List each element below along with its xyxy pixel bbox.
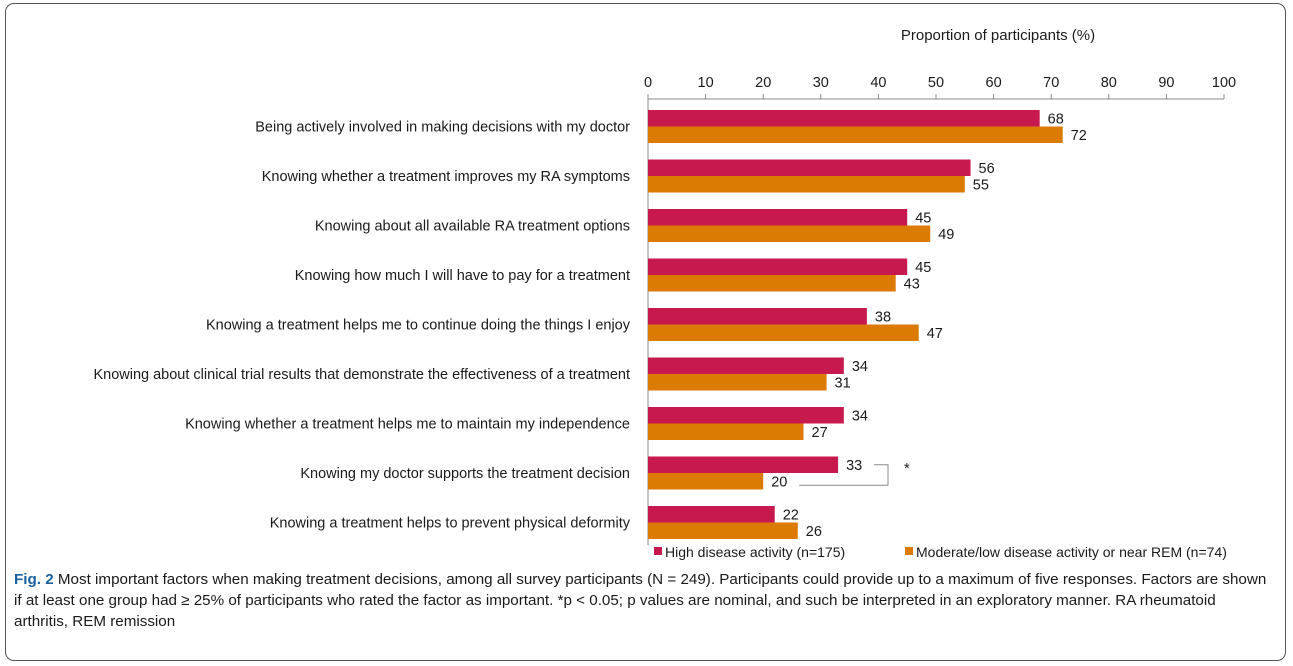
bar-value-label: 45 <box>915 211 931 227</box>
figure-frame <box>5 3 1286 661</box>
category-label: Knowing about clinical trial results tha… <box>93 367 630 383</box>
bar-value-label: 31 <box>835 376 851 392</box>
bar-value-label: 33 <box>846 458 862 474</box>
category-label: Being actively involved in making decisi… <box>255 120 630 136</box>
bar-moderate-low-activity <box>648 126 1063 143</box>
bar-moderate-low-activity <box>648 374 827 391</box>
category-label: Knowing whether a treatment helps me to … <box>185 417 630 433</box>
x-tick-label: 10 <box>698 75 714 91</box>
figure-caption-text: Most important factors when making treat… <box>14 571 1267 630</box>
bar-value-label: 34 <box>852 359 868 375</box>
legend-label: Moderate/low disease activity or near RE… <box>916 544 1227 560</box>
legend-swatch <box>905 547 913 555</box>
bar-high-activity <box>648 506 775 523</box>
bar-moderate-low-activity <box>648 473 764 490</box>
bar-value-label: 72 <box>1071 128 1087 144</box>
bar-value-label: 22 <box>783 508 799 524</box>
significance-star: * <box>904 461 910 477</box>
bar-value-label: 68 <box>1048 112 1064 128</box>
bar-value-label: 38 <box>875 310 891 326</box>
significance-bracket <box>799 464 889 486</box>
category-label: Knowing how much I will have to pay for … <box>295 268 630 284</box>
category-label: Knowing my doctor supports the treatment… <box>300 466 630 482</box>
bar-high-activity <box>648 159 971 176</box>
x-tick-label: 20 <box>755 75 771 91</box>
bar-high-activity <box>648 407 844 424</box>
bar-value-label: 26 <box>806 524 822 540</box>
bar-value-label: 43 <box>904 277 920 293</box>
category-label: Knowing about all available RA treatment… <box>315 219 630 235</box>
x-tick-label: 0 <box>644 75 652 91</box>
x-tick-label: 80 <box>1101 75 1117 91</box>
x-tick-label: 40 <box>870 75 886 91</box>
bar-value-label: 49 <box>938 227 954 243</box>
legend-swatch <box>654 547 662 555</box>
bar-chart: Proportion of participants (%) 0 10 20 30 40… <box>93 27 1236 560</box>
bar-moderate-low-activity <box>648 225 931 242</box>
figure-label: Fig. 2 <box>14 571 54 588</box>
bar-moderate-low-activity <box>648 275 896 292</box>
bar-high-activity <box>648 308 867 325</box>
legend-label: High disease activity (n=175) <box>665 544 845 560</box>
bar-moderate-low-activity <box>648 176 965 193</box>
x-tick-label: 70 <box>1043 75 1059 91</box>
bar-value-label: 56 <box>979 161 995 177</box>
x-tick-label: 60 <box>986 75 1002 91</box>
bar-moderate-low-activity <box>648 423 804 440</box>
x-tick-label: 30 <box>813 75 829 91</box>
figure-caption: Fig. 2 Most important factors when makin… <box>14 569 1272 632</box>
x-tick-label: 100 <box>1212 75 1236 91</box>
bar-value-label: 45 <box>915 260 931 276</box>
category-label: Knowing a treatment helps me to continue… <box>206 318 631 334</box>
bar-value-label: 20 <box>771 475 787 491</box>
category-label: Knowing whether a treatment improves my … <box>262 169 630 185</box>
bar-high-activity <box>648 456 839 473</box>
bar-high-activity <box>648 258 908 275</box>
bar-value-label: 55 <box>973 178 989 194</box>
bar-high-activity <box>648 357 844 374</box>
bar-moderate-low-activity <box>648 324 919 341</box>
bar-high-activity <box>648 209 908 226</box>
x-tick-label: 90 <box>1158 75 1174 91</box>
bar-moderate-low-activity <box>648 522 798 539</box>
bar-value-label: 27 <box>812 425 828 441</box>
x-tick-label: 50 <box>928 75 944 91</box>
bar-high-activity <box>648 110 1040 127</box>
bar-value-label: 47 <box>927 326 943 342</box>
bar-value-label: 34 <box>852 409 868 425</box>
category-label: Knowing a treatment helps to prevent phy… <box>270 516 631 532</box>
x-axis-title: Proportion of participants (%) <box>901 27 1095 44</box>
